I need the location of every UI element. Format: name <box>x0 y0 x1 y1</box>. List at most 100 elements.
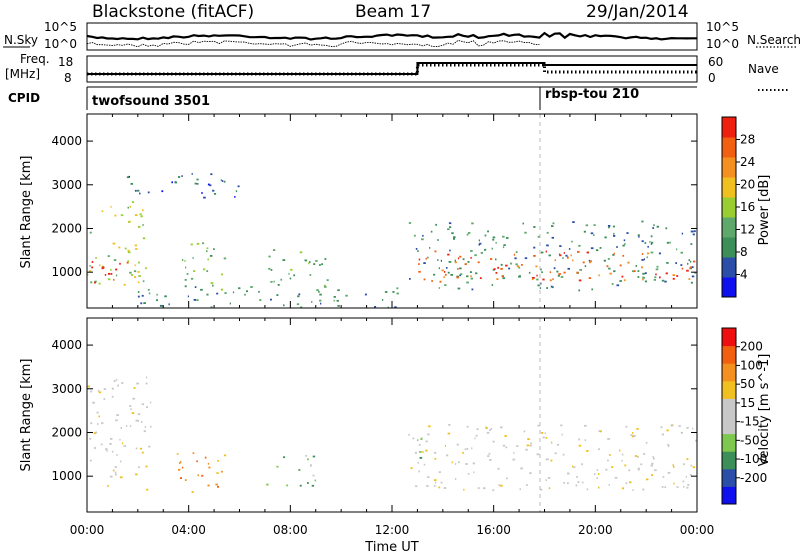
heatmap-cell <box>641 253 644 255</box>
freq-unit-label: [MHz] <box>5 67 40 81</box>
heatmap-cell <box>497 266 500 269</box>
heatmap-cell <box>540 488 543 491</box>
heatmap-cell <box>145 267 147 270</box>
heatmap-cell <box>479 277 482 279</box>
heatmap-cell <box>508 267 511 270</box>
heatmap-cell <box>392 291 395 293</box>
heatmap-cell <box>437 239 439 241</box>
heatmap-cell <box>529 472 532 474</box>
heatmap-cell <box>138 275 141 277</box>
heatmap-cell <box>426 485 429 487</box>
heatmap-cell <box>562 257 564 259</box>
heatmap-cell <box>259 299 262 301</box>
heatmap-cell <box>135 473 138 476</box>
heatmap-cell <box>310 465 312 467</box>
heatmap-cell <box>531 278 534 281</box>
heatmap-cell <box>495 272 498 274</box>
heatmap-cell <box>250 286 253 288</box>
heatmap-cell <box>201 192 203 194</box>
heatmap-cell <box>137 295 140 298</box>
heatmap-cell <box>565 254 568 257</box>
heatmap-cell <box>208 466 211 469</box>
heatmap-cell <box>693 260 696 263</box>
heatmap-cell <box>513 253 515 256</box>
heatmap-cell <box>526 444 530 447</box>
heatmap-cell <box>542 278 545 281</box>
heatmap-cell <box>642 276 645 279</box>
heatmap-cell <box>107 255 110 257</box>
heatmap-cell <box>466 448 469 450</box>
heatmap-cell <box>525 448 528 451</box>
heatmap-cell <box>545 250 547 253</box>
heatmap-cell <box>185 266 187 269</box>
heatmap-cell <box>486 431 490 434</box>
heatmap-cell <box>642 488 645 491</box>
heatmap-cell <box>533 246 536 249</box>
freq-panel-frame <box>86 55 698 83</box>
heatmap-cell <box>637 467 640 470</box>
heatmap-cell <box>467 232 471 234</box>
velocity-panel-background <box>87 318 697 512</box>
heatmap-cell <box>110 268 112 271</box>
heatmap-cell <box>613 252 615 255</box>
heatmap-cell <box>345 294 348 297</box>
heatmap-cell <box>119 262 121 265</box>
heatmap-cell <box>540 251 544 254</box>
heatmap-cell <box>417 439 419 442</box>
heatmap-cell <box>690 243 693 245</box>
heatmap-cell <box>451 232 454 235</box>
heatmap-cell <box>678 425 681 427</box>
heatmap-cell <box>139 213 142 216</box>
heatmap-cell <box>629 481 632 484</box>
heatmap-cell <box>106 450 108 452</box>
heatmap-cell <box>590 260 592 263</box>
heatmap-cell <box>571 240 573 243</box>
heatmap-cell <box>626 232 629 234</box>
heatmap-cell <box>551 441 553 444</box>
heatmap-cell <box>454 478 457 480</box>
heatmap-cell <box>570 254 572 257</box>
heatmap-cell <box>316 289 319 291</box>
heatmap-cell <box>115 268 118 271</box>
heatmap-cell <box>444 284 447 286</box>
heatmap-cell <box>305 454 307 457</box>
heatmap-cell <box>438 471 441 473</box>
heatmap-cell <box>683 485 685 488</box>
heatmap-cell <box>573 466 576 469</box>
heatmap-cell <box>560 276 564 278</box>
heatmap-cell <box>487 455 490 457</box>
heatmap-cell <box>137 226 141 228</box>
heatmap-cell <box>497 467 500 470</box>
heatmap-cell <box>466 275 469 278</box>
heatmap-cell <box>91 266 94 269</box>
heatmap-cell <box>217 485 219 488</box>
heatmap-cell <box>659 276 661 279</box>
heatmap-cell <box>536 453 540 456</box>
power-x-ticks <box>86 114 698 308</box>
heatmap-cell <box>614 476 618 479</box>
heatmap-cell <box>689 266 692 269</box>
heatmap-cell <box>465 463 468 465</box>
colorbar-tick-label: 15 <box>740 396 755 410</box>
heatmap-cell <box>176 453 179 455</box>
heatmap-cell <box>143 302 146 304</box>
heatmap-cell <box>138 466 140 469</box>
heatmap-cell <box>130 274 134 276</box>
heatmap-cell <box>563 271 566 274</box>
heatmap-cell <box>690 260 692 263</box>
heatmap-cell <box>140 215 143 218</box>
heatmap-cell <box>268 255 271 258</box>
heatmap-cell <box>546 231 549 234</box>
x-tick-label: 00:00 <box>680 523 715 537</box>
heatmap-cell <box>116 414 119 416</box>
heatmap-cell <box>130 408 132 411</box>
heatmap-cell <box>595 249 599 252</box>
heatmap-cell <box>467 261 470 263</box>
heatmap-cell <box>680 251 683 254</box>
colorbar-swatch <box>722 257 736 278</box>
heatmap-cell <box>645 441 648 444</box>
heatmap-cell <box>551 236 554 239</box>
heatmap-cell <box>98 391 102 394</box>
heatmap-cell <box>308 262 310 265</box>
heatmap-cell <box>229 302 231 305</box>
